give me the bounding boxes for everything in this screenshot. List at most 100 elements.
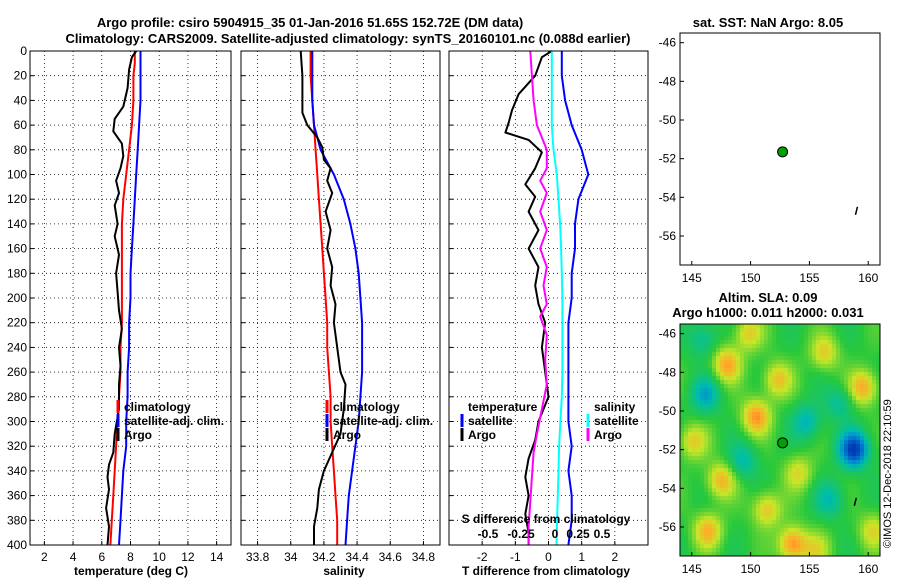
sla-cell <box>740 324 744 328</box>
sla-cell <box>764 380 768 384</box>
sla-cell <box>740 360 744 364</box>
sla-cell <box>828 440 832 444</box>
sla-cell <box>760 508 764 512</box>
sla-cell <box>728 352 732 356</box>
sla-cell <box>724 436 728 440</box>
sla-cell <box>852 540 856 544</box>
sla-cell <box>856 384 860 388</box>
sla-cell <box>804 444 808 448</box>
sla-cell <box>680 528 684 532</box>
sla-cell <box>820 544 824 548</box>
sla-cell <box>752 340 756 344</box>
sla-cell <box>748 416 752 420</box>
sla-cell <box>836 492 840 496</box>
sla-cell <box>820 344 824 348</box>
sla-cell <box>724 444 728 448</box>
sla-cell <box>828 356 832 360</box>
sla-cell <box>808 540 812 544</box>
sla-cell <box>760 340 764 344</box>
sla-cell <box>744 416 748 420</box>
sla-cell <box>864 536 868 540</box>
sla-cell <box>844 348 848 352</box>
sla-cell <box>848 436 852 440</box>
sla-cell <box>800 348 804 352</box>
sla-cell <box>868 472 872 476</box>
x-tick-label: 10 <box>153 550 167 564</box>
sla-cell <box>796 384 800 388</box>
sla-cell <box>812 532 816 536</box>
sla-cell <box>744 488 748 492</box>
sla-cell <box>760 484 764 488</box>
sla-cell <box>732 504 736 508</box>
sla-cell <box>680 436 684 440</box>
sla-cell <box>776 452 780 456</box>
sla-cell <box>768 544 772 548</box>
sla-cell <box>704 488 708 492</box>
sla-cell <box>716 452 720 456</box>
sla-cell <box>800 404 804 408</box>
sla-cell <box>848 388 852 392</box>
sla-cell <box>768 332 772 336</box>
sla-cell <box>856 540 860 544</box>
sla-cell <box>764 536 768 540</box>
sla-cell <box>848 488 852 492</box>
sla-cell <box>772 476 776 480</box>
sla-cell <box>876 324 880 328</box>
sla-cell <box>868 456 872 460</box>
sla-cell <box>792 452 796 456</box>
sla-cell <box>776 528 780 532</box>
sla-cell <box>804 496 808 500</box>
sla-cell <box>860 500 864 504</box>
sla-cell <box>872 536 876 540</box>
sla-cell <box>752 484 756 488</box>
sla-cell <box>720 508 724 512</box>
sla-cell <box>756 336 760 340</box>
sla-cell <box>832 412 836 416</box>
sla-cell <box>692 484 696 488</box>
sla-cell <box>808 444 812 448</box>
sla-cell <box>868 448 872 452</box>
y-tick-label: -54 <box>659 481 677 495</box>
sla-cell <box>700 412 704 416</box>
sla-cell <box>724 352 728 356</box>
sla-cell <box>744 384 748 388</box>
sla-cell <box>836 372 840 376</box>
sla-cell <box>724 544 728 548</box>
sla-cell <box>872 504 876 508</box>
sla-cell <box>876 440 880 444</box>
legend-argo: Argo <box>333 428 361 442</box>
sla-cell <box>720 328 724 332</box>
sla-cell <box>812 380 816 384</box>
sla-cell <box>840 456 844 460</box>
sla-cell <box>708 540 712 544</box>
sla-cell <box>728 460 732 464</box>
sla-cell <box>764 376 768 380</box>
sla-cell <box>828 460 832 464</box>
sla-cell <box>816 552 820 556</box>
sla-cell <box>752 336 756 340</box>
sla-cell <box>772 432 776 436</box>
sla-cell <box>720 492 724 496</box>
sla-cell <box>876 488 880 492</box>
sla-cell <box>796 432 800 436</box>
sla-cell <box>772 328 776 332</box>
sla-cell <box>780 484 784 488</box>
sla-cell <box>856 444 860 448</box>
y-tick-label: 140 <box>7 217 27 231</box>
sla-cell <box>788 436 792 440</box>
sla-cell <box>860 384 864 388</box>
sla-cell <box>692 528 696 532</box>
sla-cell <box>704 364 708 368</box>
sla-cell <box>680 548 684 552</box>
sla-cell <box>780 520 784 524</box>
sla-cell <box>704 528 708 532</box>
sla-cell <box>784 456 788 460</box>
sla-cell <box>804 344 808 348</box>
sla-cell <box>812 496 816 500</box>
sla-cell <box>744 448 748 452</box>
sla-cell <box>700 516 704 520</box>
sla-cell <box>872 400 876 404</box>
sla-cell <box>784 336 788 340</box>
sla-cell <box>852 384 856 388</box>
sla-cell <box>808 508 812 512</box>
